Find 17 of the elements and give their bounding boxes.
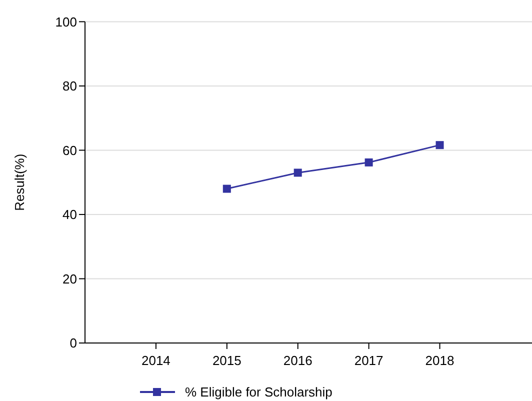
- point: [222, 184, 231, 193]
- point: [364, 158, 373, 166]
- x-tick-label: 2015: [212, 353, 242, 368]
- y-tick-label: 80: [62, 78, 77, 94]
- y-tick-label: 0: [70, 336, 77, 351]
- y-tick-label: 60: [62, 142, 77, 158]
- x-tick-label: 2014: [141, 353, 170, 368]
- y-tick-label: 100: [55, 14, 77, 30]
- legend-label: % Eligible for Scholarship: [185, 384, 332, 400]
- x-tick-label: 2016: [283, 353, 312, 368]
- x-tick-label: 2017: [354, 353, 384, 368]
- point: [436, 141, 444, 150]
- y-axis-title: Result(%): [12, 154, 27, 211]
- point: [294, 168, 302, 177]
- y-tick-label: 40: [62, 207, 77, 222]
- y-tick-label: 20: [62, 271, 77, 286]
- x-tick-label: 2018: [425, 353, 454, 368]
